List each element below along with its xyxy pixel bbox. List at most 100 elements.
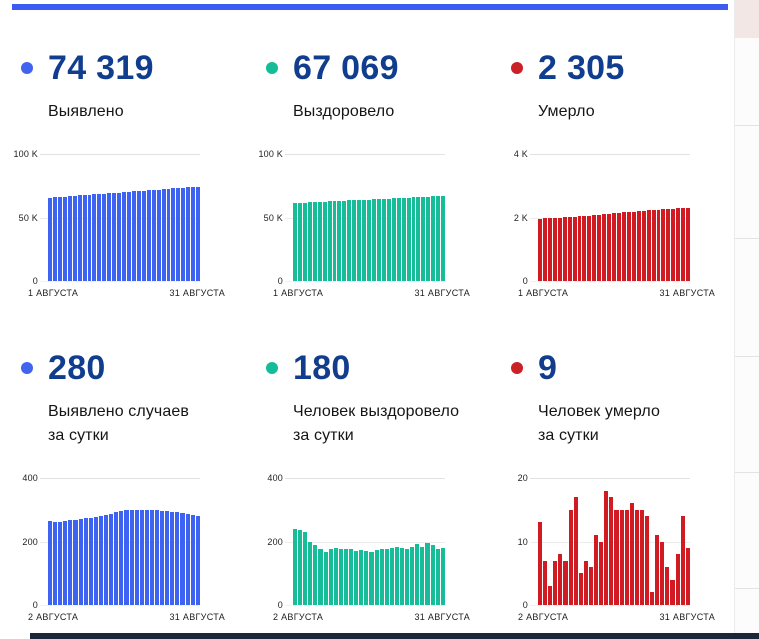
bar[interactable] xyxy=(160,510,165,605)
bar[interactable] xyxy=(185,513,190,605)
bar[interactable] xyxy=(170,511,175,605)
bar[interactable] xyxy=(399,547,405,605)
bar[interactable] xyxy=(406,197,411,281)
bar[interactable] xyxy=(430,544,435,605)
bar[interactable] xyxy=(312,202,317,281)
bar[interactable] xyxy=(646,210,651,281)
bar[interactable] xyxy=(573,497,578,605)
bar[interactable] xyxy=(594,535,599,605)
bar[interactable] xyxy=(670,579,675,605)
bar[interactable] xyxy=(322,201,327,281)
bar[interactable] xyxy=(405,549,410,605)
bar[interactable] xyxy=(666,208,671,281)
bar[interactable] xyxy=(372,199,376,281)
bar[interactable] xyxy=(547,218,552,281)
bar[interactable] xyxy=(675,554,680,605)
bar[interactable] xyxy=(327,201,332,281)
bar[interactable] xyxy=(318,549,323,605)
bar[interactable] xyxy=(411,197,416,281)
bar[interactable] xyxy=(141,190,146,281)
bar[interactable] xyxy=(572,216,577,281)
bar[interactable] xyxy=(166,188,171,281)
bar[interactable] xyxy=(626,211,631,281)
bar[interactable] xyxy=(117,192,122,281)
bar[interactable] xyxy=(68,520,73,605)
bar[interactable] xyxy=(151,189,156,281)
bar[interactable] xyxy=(676,208,681,281)
bar[interactable] xyxy=(597,214,602,281)
bar[interactable] xyxy=(293,528,298,605)
bar[interactable] xyxy=(379,549,384,605)
bar[interactable] xyxy=(149,509,154,605)
bar[interactable] xyxy=(349,549,354,605)
bar[interactable] xyxy=(48,197,52,281)
bar[interactable] xyxy=(410,547,415,605)
bar[interactable] xyxy=(82,195,87,281)
bar[interactable] xyxy=(176,188,181,281)
bar[interactable] xyxy=(342,200,347,281)
bar[interactable] xyxy=(384,548,389,605)
bar[interactable] xyxy=(685,547,690,605)
bar[interactable] xyxy=(624,509,629,605)
bar[interactable] xyxy=(354,551,359,605)
bar[interactable] xyxy=(396,198,401,281)
bar[interactable] xyxy=(146,190,151,281)
bar[interactable] xyxy=(98,516,104,605)
bar[interactable] xyxy=(538,218,542,281)
bar[interactable] xyxy=(543,560,548,605)
bar[interactable] xyxy=(191,186,196,281)
bar[interactable] xyxy=(136,191,141,281)
bar[interactable] xyxy=(337,200,342,281)
bar[interactable] xyxy=(435,549,440,605)
bar[interactable] xyxy=(614,509,619,605)
bar[interactable] xyxy=(592,215,597,281)
bar[interactable] xyxy=(139,510,144,605)
bar[interactable] xyxy=(612,213,616,281)
bar[interactable] xyxy=(77,195,82,281)
bar[interactable] xyxy=(72,195,77,281)
bar[interactable] xyxy=(333,547,338,605)
bar[interactable] xyxy=(313,544,318,605)
bar[interactable] xyxy=(374,550,379,605)
bar[interactable] xyxy=(587,215,592,281)
bar[interactable] xyxy=(92,194,97,281)
bar[interactable] xyxy=(650,592,655,605)
bar[interactable] xyxy=(362,199,367,281)
bar[interactable] xyxy=(381,198,386,281)
bar[interactable] xyxy=(568,509,573,605)
bar[interactable] xyxy=(127,191,131,281)
bar[interactable] xyxy=(161,189,166,281)
bar[interactable] xyxy=(308,542,313,605)
bar-series[interactable] xyxy=(538,478,690,605)
bar[interactable] xyxy=(359,550,364,605)
bar[interactable] xyxy=(542,218,547,281)
bar[interactable] xyxy=(88,517,93,605)
bar[interactable] xyxy=(401,197,406,281)
bar[interactable] xyxy=(609,497,614,605)
bar-series[interactable] xyxy=(538,154,691,281)
bar[interactable] xyxy=(583,560,588,605)
bar[interactable] xyxy=(602,214,607,281)
bar[interactable] xyxy=(83,518,88,605)
bar[interactable] xyxy=(655,535,660,605)
bar[interactable] xyxy=(578,573,583,605)
bar[interactable] xyxy=(631,211,636,281)
bar[interactable] xyxy=(302,202,307,281)
bar-series[interactable] xyxy=(48,478,200,605)
bar[interactable] xyxy=(577,216,582,281)
bar[interactable] xyxy=(52,197,57,281)
bar[interactable] xyxy=(426,196,431,281)
bar[interactable] xyxy=(562,217,567,281)
bar[interactable] xyxy=(332,201,337,281)
bar[interactable] xyxy=(131,191,136,281)
bar[interactable] xyxy=(297,202,302,281)
bar[interactable] xyxy=(656,209,661,281)
bar[interactable] xyxy=(78,518,83,605)
bar[interactable] xyxy=(307,202,312,281)
bar[interactable] xyxy=(57,196,62,281)
bar[interactable] xyxy=(636,211,641,281)
bar[interactable] xyxy=(134,510,139,605)
bar[interactable] xyxy=(73,519,78,605)
bar[interactable] xyxy=(62,196,67,281)
bar[interactable] xyxy=(558,554,563,605)
